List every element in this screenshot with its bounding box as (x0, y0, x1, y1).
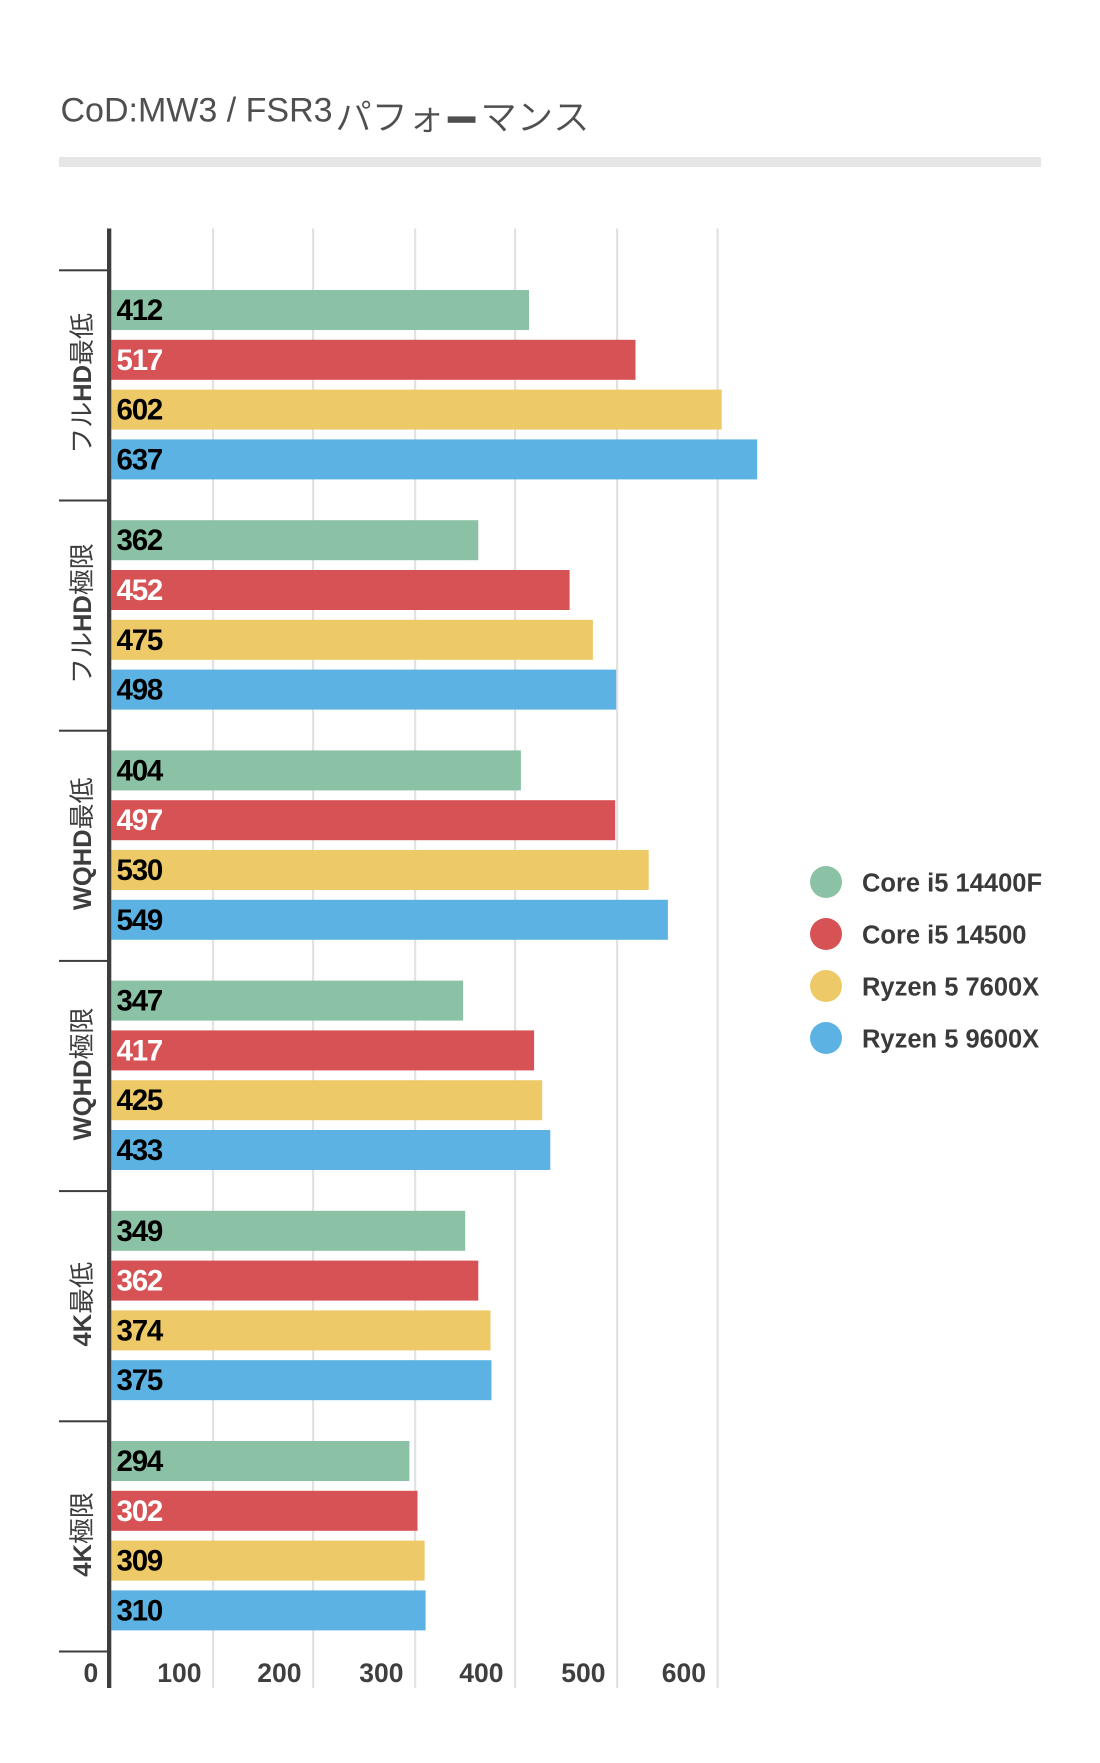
svg-text:310: 310 (117, 1594, 163, 1627)
svg-text:0: 0 (83, 1658, 98, 1688)
svg-text:433: 433 (117, 1134, 163, 1167)
svg-text:637: 637 (117, 443, 163, 476)
svg-text:Ryzen 5 7600X: Ryzen 5 7600X (862, 973, 1039, 1001)
svg-text:347: 347 (117, 985, 163, 1018)
svg-text:362: 362 (117, 1265, 163, 1298)
svg-text:302: 302 (117, 1495, 163, 1528)
svg-text:400: 400 (459, 1658, 503, 1688)
svg-text:404: 404 (117, 754, 164, 787)
svg-text:Core i5 14400F: Core i5 14400F (862, 869, 1042, 897)
svg-text:200: 200 (257, 1658, 301, 1688)
svg-text:375: 375 (117, 1364, 163, 1397)
svg-text:294: 294 (117, 1445, 164, 1478)
svg-text:475: 475 (117, 624, 163, 657)
svg-text:549: 549 (117, 904, 163, 937)
svg-text:412: 412 (117, 294, 163, 327)
svg-text:362: 362 (117, 524, 163, 557)
svg-text:452: 452 (117, 574, 163, 607)
svg-text:497: 497 (117, 804, 163, 837)
svg-text:417: 417 (117, 1034, 163, 1067)
svg-text:498: 498 (117, 674, 163, 707)
svg-text:300: 300 (359, 1658, 403, 1688)
svg-text:517: 517 (117, 344, 163, 377)
svg-text:530: 530 (117, 854, 163, 887)
svg-text:602: 602 (117, 394, 163, 427)
svg-text:374: 374 (117, 1314, 164, 1347)
svg-text:500: 500 (561, 1658, 605, 1688)
svg-text:Core i5 14500: Core i5 14500 (862, 921, 1026, 949)
svg-text:CoD:MW3 / FSR3: CoD:MW3 / FSR3 (61, 92, 333, 130)
svg-text:349: 349 (117, 1215, 163, 1248)
svg-text:Ryzen 5 9600X: Ryzen 5 9600X (862, 1025, 1039, 1053)
svg-text:425: 425 (117, 1084, 163, 1117)
svg-text:100: 100 (157, 1658, 201, 1688)
svg-text:600: 600 (662, 1658, 706, 1688)
svg-text:309: 309 (117, 1545, 163, 1578)
